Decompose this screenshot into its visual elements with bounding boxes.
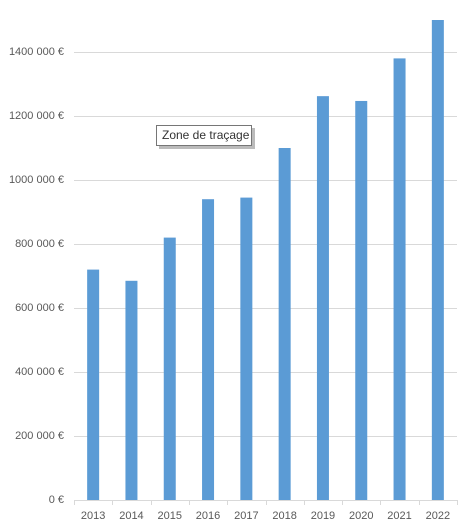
x-tick-label: 2017: [234, 510, 258, 522]
y-tick-label: 600 000 €: [15, 302, 64, 314]
bar: [431, 20, 444, 500]
bar: [393, 58, 406, 501]
y-tick-label: 800 000 €: [15, 238, 64, 250]
bar: [87, 269, 100, 500]
x-tick-label: 2018: [272, 510, 296, 522]
bar: [355, 100, 368, 501]
y-tick-label: 1000 000 €: [9, 174, 64, 186]
y-tick-label: 200 000 €: [15, 430, 64, 442]
tooltip-box: [156, 125, 252, 146]
x-tick-label: 2014: [119, 510, 143, 522]
tooltip: Zone de traçage: [156, 125, 255, 149]
x-tick-label: 2022: [426, 510, 450, 522]
x-tick-label: 2020: [349, 510, 373, 522]
bar: [316, 96, 329, 500]
y-tick-label: 1400 000 €: [9, 46, 64, 58]
bar: [240, 197, 253, 500]
bar: [163, 237, 176, 500]
x-tick-label: 2013: [81, 510, 105, 522]
x-tick-label: 2021: [387, 510, 411, 522]
bar: [278, 148, 291, 500]
bar: [125, 280, 138, 500]
bar: [202, 199, 215, 500]
y-tick-label: 0 €: [49, 494, 64, 506]
y-tick-label: 400 000 €: [15, 366, 64, 378]
x-tick-label: 2019: [311, 510, 335, 522]
x-tick-label: 2015: [158, 510, 182, 522]
y-tick-label: 1200 000 €: [9, 110, 64, 122]
x-tick-label: 2016: [196, 510, 220, 522]
tooltip-text: Zone de traçage: [162, 128, 250, 142]
